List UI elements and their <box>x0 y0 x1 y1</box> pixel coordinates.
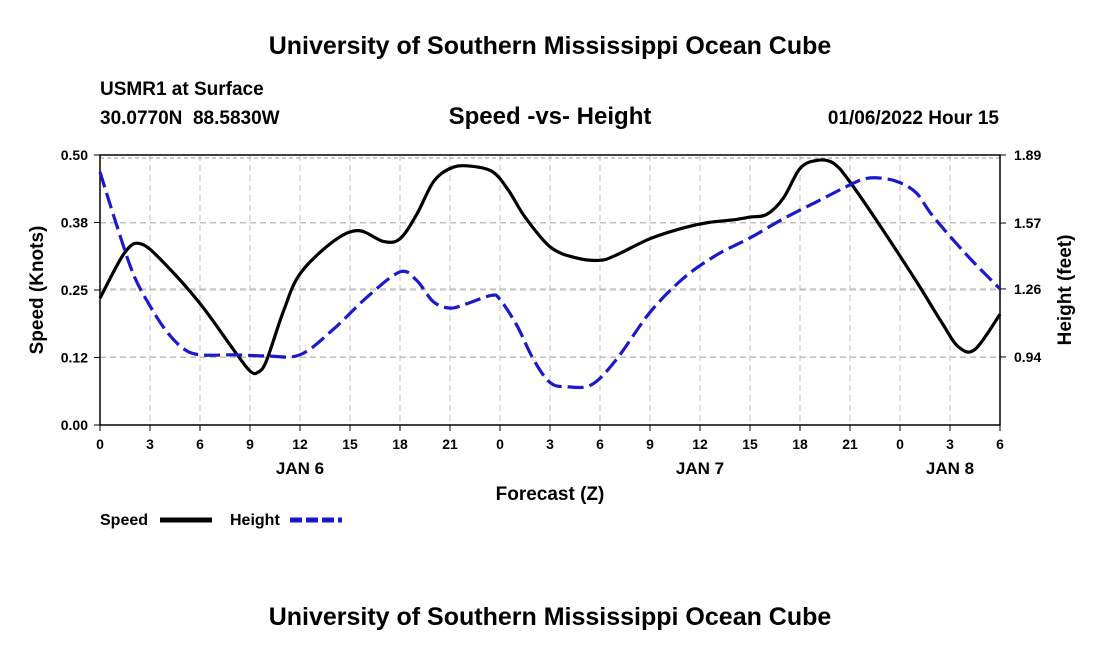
series-lines <box>98 158 1002 390</box>
station-label: USMR1 at Surface <box>100 79 264 100</box>
legend: Speed Height <box>100 512 342 529</box>
y-tick-label: 0.38 <box>61 215 88 231</box>
x-tick-label: 18 <box>392 436 408 452</box>
x-tick-label: 15 <box>342 436 358 452</box>
y-tick-label: 0.12 <box>61 350 88 366</box>
x-tick-label: 3 <box>546 436 554 452</box>
y-tick-label: 0.00 <box>61 417 88 433</box>
station-coords: 30.0770N 88.5830W <box>100 108 280 129</box>
main-title: University of Southern Mississippi Ocean… <box>269 32 832 60</box>
axis-ticks: 0 3 6 9 12 15 18 21 0 3 6 9 12 15 18 21 0 3 6 JAN 6 JAN 7 JAN… <box>61 147 1042 478</box>
footer-title: University of Southern Mississippi Ocean… <box>269 603 832 631</box>
forecast-datetime: 01/06/2022 Hour 15 <box>828 108 1000 129</box>
y2-tick-label: 1.89 <box>1014 147 1041 163</box>
y-tick-label: 0.25 <box>61 282 88 298</box>
y2-axis-label: Height (feet) <box>1055 235 1076 346</box>
x-tick-label: 15 <box>742 436 758 452</box>
x-tick-label: 6 <box>196 436 204 452</box>
y-axis-label: Speed (Knots) <box>27 226 48 355</box>
speed-series-line <box>98 158 1002 376</box>
day-label: JAN 8 <box>926 459 974 478</box>
legend-speed-label: Speed <box>100 512 148 529</box>
x-tick-label: 0 <box>496 436 504 452</box>
x-tick-label: 18 <box>792 436 808 452</box>
legend-height-label: Height <box>230 512 280 529</box>
y2-tick-label: 0.94 <box>1014 349 1041 365</box>
day-label: JAN 6 <box>276 459 324 478</box>
height-series-line <box>98 171 1002 390</box>
x-tick-label: 9 <box>646 436 654 452</box>
day-label: JAN 7 <box>676 459 724 478</box>
y-tick-label: 0.50 <box>61 147 88 163</box>
x-tick-label: 0 <box>96 436 104 452</box>
x-tick-label: 21 <box>442 436 458 452</box>
x-tick-label: 12 <box>292 436 308 452</box>
x-tick-label: 9 <box>246 436 254 452</box>
x-tick-label: 0 <box>896 436 904 452</box>
x-tick-label: 6 <box>996 436 1004 452</box>
grid <box>100 155 1000 425</box>
x-tick-label: 3 <box>146 436 154 452</box>
x-tick-label: 21 <box>842 436 858 452</box>
x-tick-label: 12 <box>692 436 708 452</box>
y2-tick-label: 1.57 <box>1014 215 1041 231</box>
x-tick-label: 3 <box>946 436 954 452</box>
x-tick-label: 6 <box>596 436 604 452</box>
x-axis-label: Forecast (Z) <box>496 484 605 505</box>
chart-title: Speed -vs- Height <box>449 103 652 130</box>
y2-tick-label: 1.26 <box>1014 281 1041 297</box>
